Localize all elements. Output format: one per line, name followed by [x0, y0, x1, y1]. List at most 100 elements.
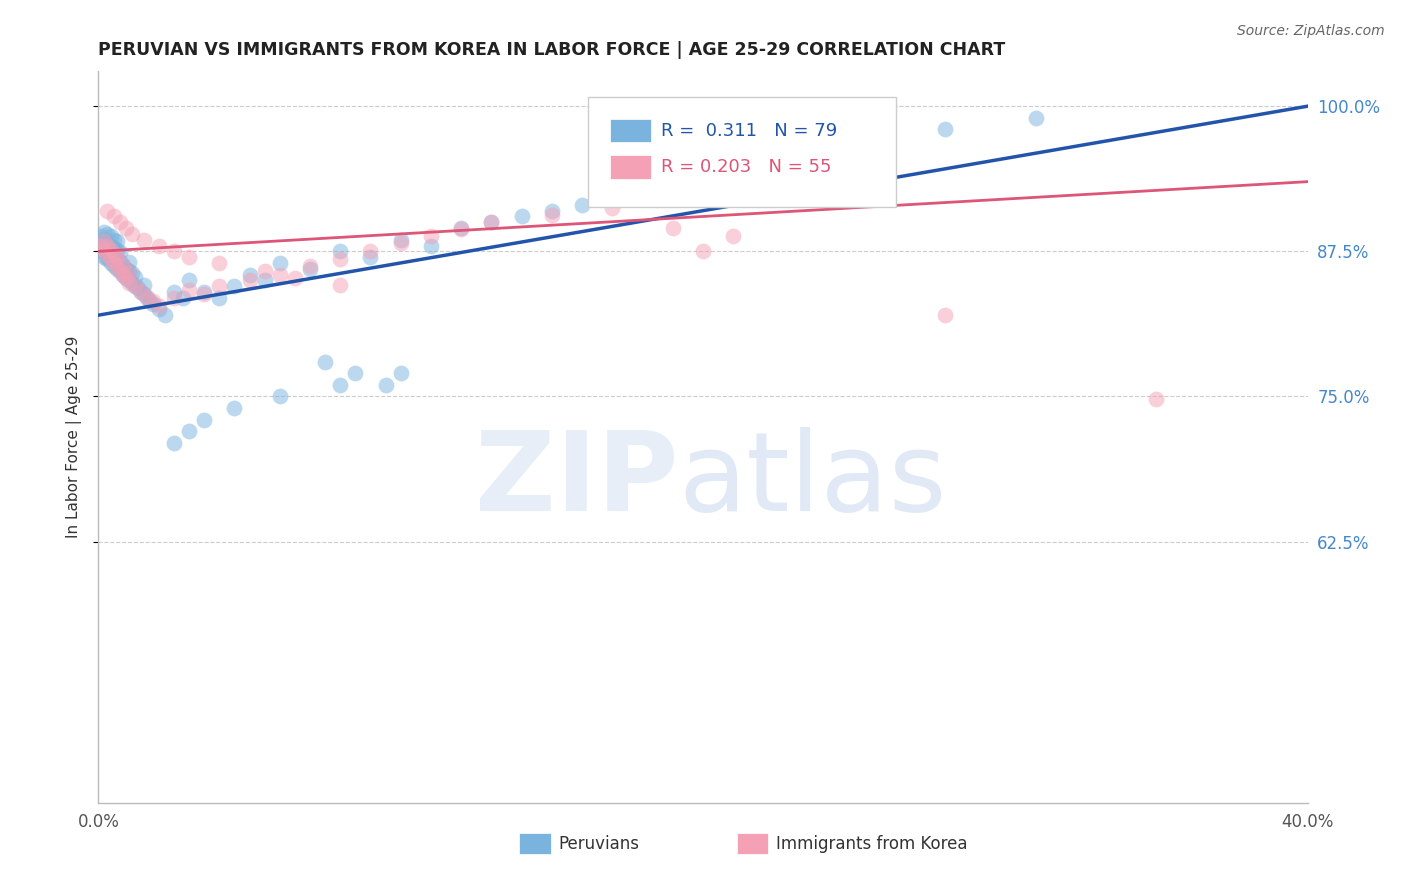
- Text: ZIP: ZIP: [475, 427, 679, 534]
- Point: [148, 238, 170, 252]
- Point: [100, 229, 122, 244]
- Point: [163, 291, 186, 305]
- Point: [1024, 111, 1046, 125]
- Point: [90, 229, 112, 244]
- Point: [135, 290, 157, 304]
- Point: [105, 250, 128, 264]
- Point: [269, 389, 291, 403]
- Point: [93, 250, 115, 264]
- Point: [360, 250, 382, 264]
- Point: [96, 250, 118, 264]
- Point: [193, 287, 215, 301]
- Point: [132, 287, 155, 301]
- Point: [299, 261, 322, 276]
- Point: [114, 221, 136, 235]
- Point: [420, 238, 443, 252]
- Point: [96, 203, 118, 218]
- Point: [96, 252, 118, 267]
- Point: [481, 215, 503, 229]
- Point: [121, 276, 143, 290]
- Point: [481, 215, 503, 229]
- Point: [96, 244, 118, 259]
- Point: [103, 260, 125, 274]
- FancyBboxPatch shape: [610, 155, 651, 179]
- Point: [96, 248, 118, 262]
- Point: [420, 229, 443, 244]
- Point: [374, 377, 396, 392]
- Text: Immigrants from Korea: Immigrants from Korea: [776, 836, 967, 854]
- Point: [90, 244, 112, 259]
- Point: [153, 308, 176, 322]
- Point: [389, 233, 412, 247]
- Point: [100, 243, 122, 257]
- Text: R = 0.203   N = 55: R = 0.203 N = 55: [661, 158, 831, 177]
- Point: [193, 285, 215, 299]
- Point: [163, 436, 186, 450]
- Point: [692, 244, 714, 259]
- Point: [329, 277, 352, 292]
- Point: [179, 424, 201, 438]
- Point: [118, 266, 141, 280]
- FancyBboxPatch shape: [610, 119, 651, 143]
- Text: PERUVIAN VS IMMIGRANTS FROM KOREA IN LABOR FORCE | AGE 25-29 CORRELATION CHART: PERUVIAN VS IMMIGRANTS FROM KOREA IN LAB…: [98, 41, 1005, 59]
- Point: [208, 291, 231, 305]
- Point: [540, 203, 562, 218]
- Point: [224, 279, 246, 293]
- Point: [602, 192, 624, 206]
- Point: [142, 296, 165, 310]
- Point: [450, 222, 472, 236]
- Point: [103, 241, 125, 255]
- Point: [114, 271, 136, 285]
- Point: [148, 299, 170, 313]
- Point: [208, 256, 231, 270]
- Point: [90, 238, 112, 252]
- Point: [329, 377, 352, 392]
- Point: [132, 277, 155, 292]
- Point: [450, 221, 472, 235]
- Point: [111, 268, 134, 282]
- Point: [105, 261, 128, 276]
- Point: [135, 291, 157, 305]
- Point: [163, 244, 186, 259]
- Point: [269, 268, 291, 282]
- Point: [299, 260, 322, 274]
- Point: [103, 250, 125, 264]
- Point: [93, 241, 115, 255]
- Y-axis label: In Labor Force | Age 25-29: In Labor Force | Age 25-29: [66, 336, 83, 538]
- Point: [100, 238, 122, 252]
- Point: [121, 266, 143, 280]
- Point: [344, 366, 367, 380]
- Point: [108, 245, 131, 260]
- Point: [90, 236, 112, 251]
- Point: [121, 227, 143, 241]
- Point: [269, 256, 291, 270]
- Point: [108, 215, 131, 229]
- Point: [129, 285, 152, 299]
- Point: [148, 302, 170, 317]
- Point: [100, 256, 122, 270]
- Point: [105, 260, 128, 274]
- Point: [132, 233, 155, 247]
- Point: [179, 283, 201, 297]
- Point: [108, 264, 131, 278]
- Point: [208, 279, 231, 293]
- Point: [93, 234, 115, 248]
- Point: [224, 401, 246, 415]
- Point: [139, 294, 162, 309]
- Point: [571, 198, 593, 212]
- Point: [389, 366, 412, 380]
- Point: [118, 273, 141, 287]
- Point: [934, 308, 956, 322]
- Point: [239, 268, 262, 282]
- Point: [253, 264, 276, 278]
- Point: [100, 248, 122, 262]
- Point: [111, 258, 134, 272]
- Point: [129, 285, 152, 299]
- Point: [118, 264, 141, 278]
- Point: [108, 254, 131, 268]
- Point: [540, 208, 562, 222]
- Point: [108, 264, 131, 278]
- Point: [111, 258, 134, 272]
- Point: [100, 252, 122, 267]
- FancyBboxPatch shape: [588, 97, 897, 207]
